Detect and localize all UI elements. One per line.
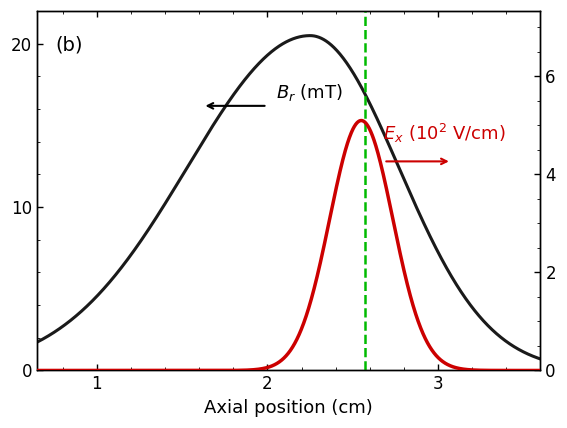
X-axis label: Axial position (cm): Axial position (cm) (204, 399, 373, 417)
Text: $B_r$ (mT): $B_r$ (mT) (276, 82, 342, 103)
Text: (b): (b) (56, 36, 83, 55)
Text: $E_x$ $(10^2$ V/cm): $E_x$ $(10^2$ V/cm) (383, 122, 506, 145)
